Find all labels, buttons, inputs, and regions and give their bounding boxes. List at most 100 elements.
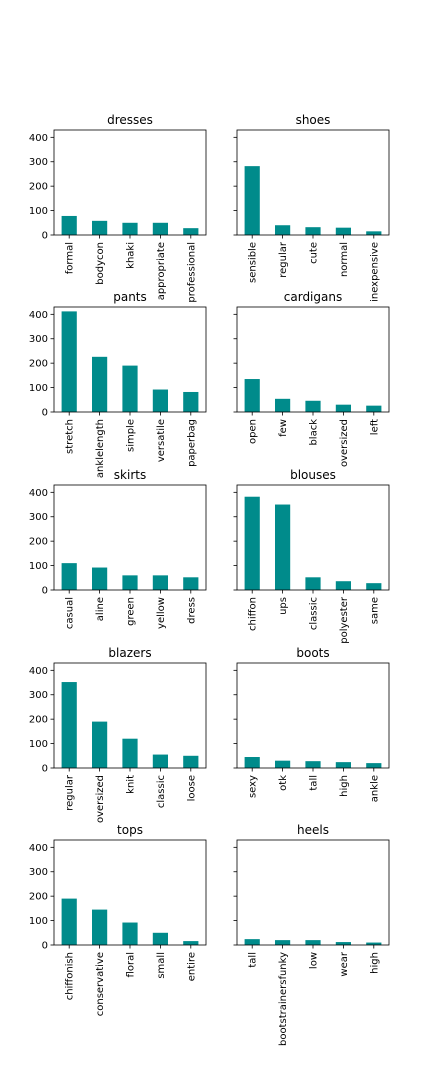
x-tick-label: open: [248, 419, 259, 444]
bar: [152, 754, 168, 768]
y-tick-label: 100: [29, 383, 48, 394]
y-tick-label: 400: [29, 843, 48, 854]
subplot-title: dresses: [107, 113, 153, 127]
subplot-cardigans: cardigans open few black oversized left: [233, 290, 390, 467]
bar: [183, 941, 199, 945]
x-tick-label: anklelength: [95, 419, 106, 478]
x-tick-label: tall: [248, 952, 259, 968]
x-tick-label: stretch: [65, 419, 76, 454]
x-tick-label: aline: [95, 597, 106, 621]
y-tick-label: 300: [29, 157, 48, 168]
subplot-blazers: blazers 0 100 200 300 400 regular oversized knit…: [29, 646, 207, 823]
bar: [122, 575, 138, 590]
x-tick-label: ups: [278, 597, 289, 615]
x-tick-label: few: [278, 419, 289, 437]
x-tick-label: cute: [309, 242, 320, 264]
x-tick-label: entire: [186, 952, 197, 981]
bar: [152, 222, 168, 235]
bar: [366, 942, 382, 945]
y-tick-label: 200: [29, 892, 48, 903]
subplot-title: tops: [117, 823, 143, 837]
bar: [122, 738, 138, 768]
subplot-title: blazers: [108, 646, 151, 660]
subplot-boots: boots sexy otk tall high ankle: [233, 646, 390, 802]
bar: [335, 581, 351, 590]
subplot-title: skirts: [114, 468, 146, 482]
y-tick-label: 100: [29, 561, 48, 572]
bar: [122, 222, 138, 235]
subplot-title: pants: [113, 290, 147, 304]
subplot-title: blouses: [290, 468, 336, 482]
bar: [183, 228, 199, 235]
x-tick-label: bootstrainersfunky: [278, 952, 289, 1046]
bar: [152, 575, 168, 590]
bar: [183, 577, 199, 590]
subplot-title: boots: [296, 646, 329, 660]
bar: [244, 757, 260, 768]
x-tick-label: floral: [126, 952, 137, 977]
bar: [244, 496, 260, 590]
bar: [61, 682, 77, 768]
bar: [275, 225, 291, 235]
bar: [366, 231, 382, 235]
y-tick-label: 400: [29, 133, 48, 144]
x-tick-label: casual: [65, 597, 76, 629]
bar: [366, 405, 382, 412]
bar: [275, 760, 291, 768]
x-tick-label: left: [369, 419, 380, 435]
y-tick-label: 100: [29, 916, 48, 927]
bar: [61, 311, 77, 412]
x-tick-label: knit: [126, 775, 137, 794]
x-tick-label: high: [339, 775, 350, 797]
y-tick-label: 400: [29, 310, 48, 321]
bar: [92, 356, 108, 412]
subplot-blouses: blouses chiffon ups classic polyester same: [233, 468, 390, 644]
bar: [275, 504, 291, 590]
x-tick-label: formal: [65, 242, 76, 274]
bar: [152, 932, 168, 945]
x-tick-label: polyester: [339, 596, 350, 644]
x-tick-label: simple: [126, 419, 137, 452]
bar: [305, 940, 321, 945]
bar: [366, 763, 382, 768]
x-tick-label: dress: [186, 597, 197, 624]
x-tick-label: versatile: [156, 419, 167, 462]
bar: [92, 567, 108, 590]
bar: [305, 761, 321, 768]
bar: [366, 583, 382, 590]
x-tick-label: low: [309, 952, 320, 969]
y-tick-label: 100: [29, 739, 48, 750]
x-tick-label: tall: [309, 775, 320, 791]
y-tick-label: 200: [29, 537, 48, 548]
bar: [244, 166, 260, 235]
bar: [305, 577, 321, 590]
subplot-skirts: skirts 0 100 200 300 400 casual aline green yello…: [29, 468, 207, 629]
y-tick-label: 0: [42, 586, 48, 597]
bar: [335, 762, 351, 768]
bar: [335, 404, 351, 412]
subplot-title: shoes: [296, 113, 331, 127]
axes-frame: [236, 662, 390, 769]
x-tick-label: bodycon: [95, 242, 106, 285]
bar: [244, 939, 260, 945]
bar: [61, 563, 77, 590]
y-tick-label: 400: [29, 666, 48, 677]
subplot-heels: heels tall bootstrainersfunky low wear high: [233, 823, 390, 1046]
bar: [335, 227, 351, 235]
x-tick-label: khaki: [126, 242, 137, 269]
axes-frame: [236, 839, 390, 946]
x-tick-label: chiffon: [248, 597, 259, 631]
x-tick-label: regular: [278, 241, 289, 278]
subplot-pants: pants 0 100 200 300 400 stretch anklelength simp…: [29, 290, 207, 478]
axes-frame: [53, 484, 207, 591]
x-tick-label: small: [156, 952, 167, 979]
x-tick-label: same: [369, 597, 380, 624]
y-tick-label: 300: [29, 690, 48, 701]
y-tick-label: 300: [29, 334, 48, 345]
subplot-title: cardigans: [284, 290, 342, 304]
x-tick-label: high: [369, 952, 380, 974]
x-tick-label: normal: [339, 242, 350, 277]
bar: [92, 721, 108, 768]
bar: [244, 379, 260, 412]
